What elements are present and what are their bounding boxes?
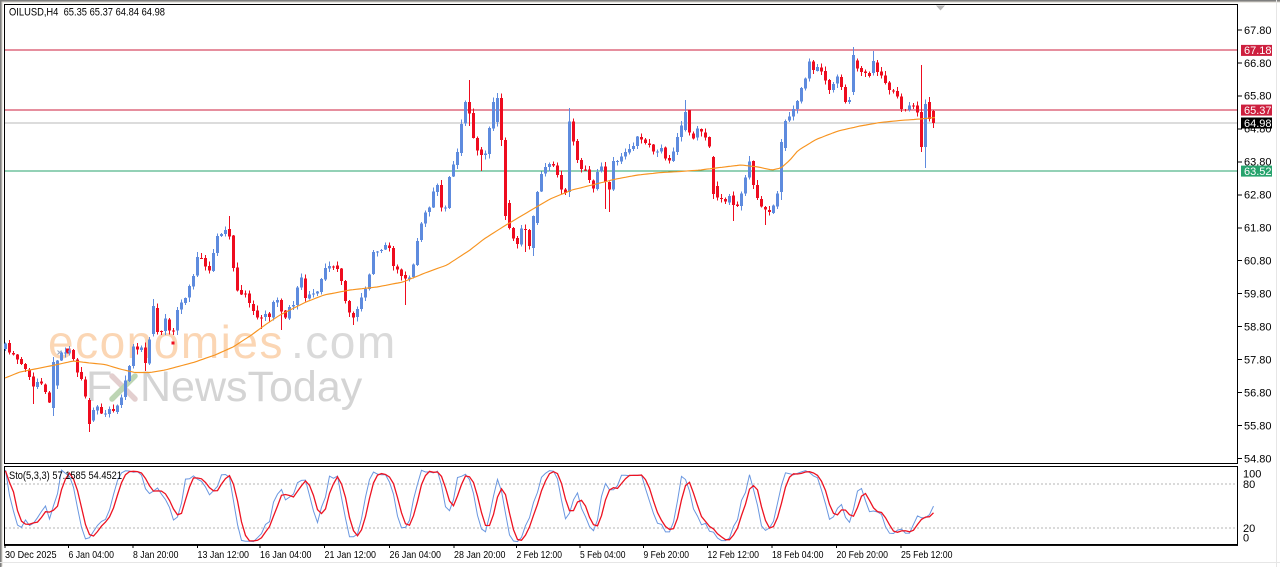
- svg-text:57.80: 57.80: [1244, 354, 1272, 366]
- svg-text:9 Feb 20:00: 9 Feb 20:00: [644, 549, 690, 561]
- svg-text:OILUSD,H4 65.35 65.37 64.84 6: OILUSD,H4 65.35 65.37 64.84 64.98: [9, 7, 165, 19]
- svg-text:67.18: 67.18: [1244, 45, 1272, 57]
- svg-text:20: 20: [1243, 523, 1255, 535]
- svg-text:6 Jan 04:00: 6 Jan 04:00: [69, 549, 115, 561]
- svg-text:.com: .com: [291, 316, 397, 368]
- svg-text:21 Jan 12:00: 21 Jan 12:00: [325, 549, 377, 561]
- svg-text:65.80: 65.80: [1244, 91, 1272, 103]
- svg-text:26 Jan 04:00: 26 Jan 04:00: [390, 549, 442, 561]
- svg-text:60.80: 60.80: [1244, 256, 1272, 268]
- svg-text:58.80: 58.80: [1244, 321, 1272, 333]
- svg-text:55.80: 55.80: [1244, 420, 1272, 432]
- svg-text:61.80: 61.80: [1244, 223, 1272, 235]
- svg-text:100: 100: [1243, 469, 1261, 481]
- svg-text:25 Feb 12:00: 25 Feb 12:00: [901, 549, 953, 561]
- svg-text:Sto(5,3,3) 57.1585 54.4521: Sto(5,3,3) 57.1585 54.4521: [9, 470, 122, 482]
- svg-text:63.52: 63.52: [1244, 166, 1272, 178]
- svg-text:16 Jan 04:00: 16 Jan 04:00: [260, 549, 312, 561]
- svg-text:2 Feb 12:00: 2 Feb 12:00: [517, 549, 563, 561]
- svg-text:66.80: 66.80: [1244, 58, 1272, 70]
- svg-text:13 Jan 12:00: 13 Jan 12:00: [198, 549, 250, 561]
- svg-text:56.80: 56.80: [1244, 387, 1272, 399]
- svg-text:54.80: 54.80: [1244, 453, 1272, 465]
- svg-text:28 Jan 20:00: 28 Jan 20:00: [454, 549, 506, 561]
- svg-text:30 Dec 2025: 30 Dec 2025: [5, 549, 57, 561]
- svg-text:18 Feb 04:00: 18 Feb 04:00: [772, 549, 824, 561]
- svg-text:5 Feb 04:00: 5 Feb 04:00: [580, 549, 626, 561]
- svg-text:64.98: 64.98: [1244, 118, 1272, 130]
- svg-text:NewsToday: NewsToday: [140, 363, 363, 411]
- svg-text:0: 0: [1243, 532, 1249, 544]
- svg-text:80: 80: [1243, 479, 1255, 491]
- svg-text:12 Feb 12:00: 12 Feb 12:00: [708, 549, 760, 561]
- svg-text:67.80: 67.80: [1244, 25, 1272, 37]
- svg-text:65.37: 65.37: [1244, 105, 1272, 117]
- svg-text:62.80: 62.80: [1244, 190, 1272, 202]
- svg-text:8 Jan 20:00: 8 Jan 20:00: [133, 549, 179, 561]
- svg-text:20 Feb 20:00: 20 Feb 20:00: [837, 549, 889, 561]
- svg-text:59.80: 59.80: [1244, 289, 1272, 301]
